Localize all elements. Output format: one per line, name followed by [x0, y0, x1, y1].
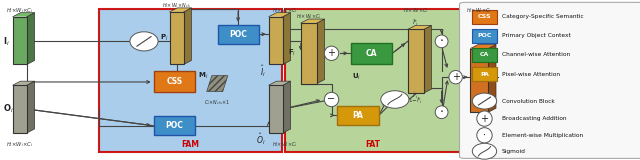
FancyBboxPatch shape [99, 9, 282, 152]
Polygon shape [13, 81, 35, 85]
Text: PA: PA [353, 111, 364, 120]
FancyBboxPatch shape [472, 9, 497, 24]
Text: Channel-wise Attention: Channel-wise Attention [502, 52, 570, 57]
Text: +: + [328, 48, 335, 58]
Ellipse shape [472, 143, 497, 159]
Text: FAT: FAT [365, 140, 380, 149]
Ellipse shape [472, 93, 497, 109]
Text: CA: CA [366, 49, 377, 58]
Text: $H_i \!\times\! W_i \!\times\! N_{cls}$: $H_i \!\times\! W_i \!\times\! N_{cls}$ [162, 1, 191, 10]
Text: $\hat{O}_i$: $\hat{O}_i$ [256, 131, 266, 147]
FancyBboxPatch shape [218, 25, 259, 44]
Text: $H_i \!\times\! W_i \!\times\! C_i$: $H_i \!\times\! W_i \!\times\! C_i$ [272, 6, 298, 15]
Text: PA: PA [480, 72, 489, 76]
Text: $H_i \!\times\! W_i \!\times\! C_i$: $H_i \!\times\! W_i \!\times\! C_i$ [6, 140, 34, 148]
Text: $\hat{F}_i$: $\hat{F}_i$ [412, 18, 419, 28]
Text: $H_i \!\times\! W_i \!\times\! C_i$: $H_i \!\times\! W_i \!\times\! C_i$ [272, 140, 298, 148]
Text: $H_i \!\times\! W_i \!\times\! C_i$: $H_i \!\times\! W_i \!\times\! C_i$ [467, 6, 492, 15]
FancyBboxPatch shape [472, 29, 497, 43]
Ellipse shape [435, 106, 448, 119]
Polygon shape [207, 76, 228, 92]
Text: $\mathbf{I}_i$: $\mathbf{I}_i$ [3, 35, 10, 48]
FancyBboxPatch shape [337, 106, 379, 125]
Text: FAM: FAM [181, 140, 200, 149]
Text: $C_i \!\times\! N_{cls} \!\times\! 1$: $C_i \!\times\! N_{cls} \!\times\! 1$ [204, 98, 230, 107]
Text: Pixel-wise Attention: Pixel-wise Attention [502, 72, 560, 76]
Text: CSS: CSS [166, 77, 182, 86]
Ellipse shape [130, 32, 158, 51]
Polygon shape [283, 81, 291, 133]
Polygon shape [269, 13, 291, 17]
Polygon shape [27, 13, 35, 64]
Polygon shape [317, 19, 324, 84]
Ellipse shape [477, 111, 492, 126]
FancyBboxPatch shape [472, 67, 497, 81]
Ellipse shape [449, 71, 462, 84]
Bar [470, 48, 488, 112]
FancyBboxPatch shape [472, 48, 497, 62]
Bar [269, 17, 283, 64]
Text: POC: POC [230, 30, 247, 39]
FancyBboxPatch shape [154, 116, 195, 135]
Bar [301, 23, 317, 84]
Text: Category-Specific Semantic: Category-Specific Semantic [502, 14, 584, 19]
Text: CA: CA [480, 52, 489, 57]
FancyBboxPatch shape [285, 9, 461, 152]
Text: $\mathbf{O}_i$: $\mathbf{O}_i$ [3, 103, 14, 115]
Polygon shape [184, 8, 191, 64]
Text: $\mathbf{P}_i$: $\mathbf{P}_i$ [160, 33, 168, 43]
Text: Broadcasting Addition: Broadcasting Addition [502, 116, 566, 121]
Text: POC: POC [166, 121, 183, 130]
FancyBboxPatch shape [351, 43, 392, 64]
Text: $\tilde{F}_i$: $\tilde{F}_i$ [412, 91, 419, 101]
Bar [269, 85, 283, 133]
Text: Sigmoid: Sigmoid [502, 149, 525, 154]
Ellipse shape [324, 92, 339, 107]
Text: +: + [452, 72, 460, 82]
Ellipse shape [381, 91, 409, 108]
Polygon shape [13, 13, 35, 17]
Text: $H_i \!\times\! W_i \!\times\! C_i$: $H_i \!\times\! W_i \!\times\! C_i$ [296, 12, 322, 21]
Polygon shape [27, 81, 35, 133]
Polygon shape [488, 44, 496, 112]
Text: $\hat{I}_i$: $\hat{I}_i$ [260, 63, 266, 79]
Text: ⋅: ⋅ [440, 35, 444, 48]
Polygon shape [424, 25, 431, 93]
Ellipse shape [435, 35, 448, 48]
Ellipse shape [324, 46, 339, 60]
Polygon shape [301, 19, 324, 23]
Text: −: − [328, 95, 335, 104]
Text: Element-wise Multiplication: Element-wise Multiplication [502, 133, 583, 138]
Text: $H_i \!\times\! W_i \!\times\! C_i$: $H_i \!\times\! W_i \!\times\! C_i$ [403, 6, 429, 15]
FancyBboxPatch shape [460, 2, 640, 158]
Polygon shape [470, 44, 496, 48]
Text: $\mathbf{F}_i$: $\mathbf{F}_i$ [287, 48, 296, 58]
Bar [13, 17, 27, 64]
Text: $H_i \!\times\! W_i \!\times\! C_i$: $H_i \!\times\! W_i \!\times\! C_i$ [6, 6, 34, 15]
Text: +: + [481, 114, 488, 124]
Text: POC: POC [477, 33, 492, 38]
Polygon shape [170, 8, 191, 12]
Text: CSS: CSS [477, 14, 492, 19]
Polygon shape [408, 25, 431, 29]
Bar [13, 85, 27, 133]
Polygon shape [269, 81, 291, 85]
FancyBboxPatch shape [154, 71, 195, 92]
Bar [170, 12, 184, 64]
Text: Convolution Block: Convolution Block [502, 99, 554, 104]
Text: Primary Object Context: Primary Object Context [502, 33, 570, 38]
Bar [408, 29, 424, 93]
Text: $\mathbf{M}_i$: $\mathbf{M}_i$ [198, 71, 209, 81]
Ellipse shape [477, 128, 492, 143]
Text: $\mathbf{U}_i$: $\mathbf{U}_i$ [352, 72, 361, 82]
Text: $1\!-\!\hat{F}_i$: $1\!-\!\hat{F}_i$ [408, 96, 423, 106]
Text: ⋅: ⋅ [440, 106, 444, 119]
Polygon shape [283, 13, 291, 64]
Text: ⋅: ⋅ [483, 130, 486, 140]
